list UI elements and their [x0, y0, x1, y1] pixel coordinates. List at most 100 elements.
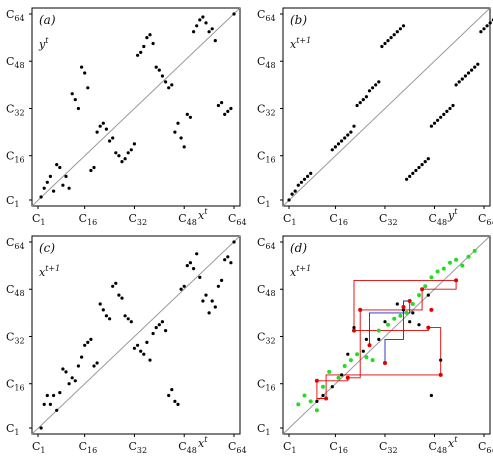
black-point [401, 308, 406, 312]
green-point [448, 260, 452, 265]
red-point [367, 343, 372, 348]
black-point [160, 320, 164, 324]
black-point [309, 171, 313, 175]
green-point [460, 263, 465, 268]
black-point [346, 352, 350, 356]
black-point [70, 376, 74, 380]
black-point [355, 103, 359, 108]
green-point [435, 269, 440, 274]
black-point [120, 160, 124, 164]
panel-frame [282, 235, 491, 435]
black-point [377, 80, 381, 84]
panel-label: (d) [290, 241, 307, 255]
black-point [95, 361, 99, 365]
x-tick-label: C16 [79, 440, 98, 455]
identity-diagonal [31, 7, 241, 207]
y-tick-label: C1 [6, 422, 20, 437]
black-point [204, 21, 208, 25]
black-point [182, 145, 186, 149]
black-point [126, 151, 130, 155]
black-point [185, 112, 189, 116]
y-tick-label: C64 [6, 8, 25, 23]
black-point [457, 80, 461, 84]
black-point [429, 124, 433, 128]
black-point [83, 343, 87, 347]
black-point [383, 320, 387, 324]
green-point [321, 384, 325, 389]
black-point [192, 30, 196, 34]
black-point [188, 115, 192, 119]
black-point [229, 106, 233, 111]
black-point [86, 340, 90, 344]
panel-3: (c) xt+1 xt C1 C16 C32 C48 C64 C1 C16 C32 C48 C64 [6, 235, 247, 455]
black-point [139, 50, 143, 55]
black-point [408, 320, 412, 324]
x-tick-label: C1 [283, 212, 297, 227]
black-point [98, 124, 102, 128]
black-point [445, 109, 449, 113]
y-tick-label: C16 [6, 378, 25, 393]
black-point [405, 177, 409, 181]
green-point [454, 257, 459, 262]
black-point [417, 165, 421, 170]
black-point [401, 24, 406, 28]
black-point [95, 130, 99, 134]
y-axis-label: xt+1 [290, 36, 311, 51]
black-point [164, 329, 168, 333]
black-point [336, 142, 341, 146]
black-point [167, 393, 171, 398]
black-point [61, 183, 65, 187]
black-point [145, 340, 149, 344]
black-point [39, 195, 43, 199]
red-point [383, 361, 387, 365]
y-tick-label: C48 [257, 283, 276, 298]
black-point [448, 106, 452, 111]
green-point [376, 328, 381, 333]
black-point [67, 382, 71, 386]
black-point [108, 317, 112, 321]
black-point [58, 165, 62, 170]
black-point [479, 30, 483, 34]
black-point [148, 33, 152, 37]
black-point [389, 36, 393, 40]
red-point [454, 278, 459, 283]
black-point [460, 77, 464, 81]
black-point [136, 343, 140, 347]
red-point [438, 372, 443, 377]
x-tick-label: C32 [128, 440, 147, 455]
x-axis-label: xt [198, 435, 208, 450]
black-point [160, 74, 164, 78]
black-point [48, 174, 53, 178]
black-point [358, 101, 362, 105]
black-point [442, 112, 446, 116]
black-point [383, 41, 387, 46]
black-point [132, 346, 136, 350]
x-tick-label: C48 [428, 440, 447, 455]
green-point [336, 375, 341, 380]
y-tick-label: C64 [257, 8, 276, 23]
black-point [346, 133, 350, 137]
green-point [348, 358, 353, 363]
red-point [407, 299, 412, 303]
black-point [136, 53, 140, 57]
black-point [123, 157, 127, 161]
cobweb-blue-path [369, 300, 411, 363]
black-point [432, 121, 437, 125]
black-point [395, 302, 399, 306]
black-point [352, 326, 356, 330]
x-axis-label: xt [198, 207, 208, 222]
black-point [55, 163, 59, 167]
black-point [361, 98, 365, 102]
black-point [371, 86, 375, 90]
black-point [330, 385, 334, 389]
green-point [392, 316, 397, 321]
black-point [343, 136, 347, 140]
green-point [327, 369, 332, 374]
black-point [198, 18, 202, 22]
black-point [148, 358, 152, 362]
black-point [223, 258, 227, 262]
black-point [293, 189, 297, 193]
black-point [76, 364, 80, 368]
black-point [395, 30, 399, 34]
black-point [377, 337, 381, 341]
